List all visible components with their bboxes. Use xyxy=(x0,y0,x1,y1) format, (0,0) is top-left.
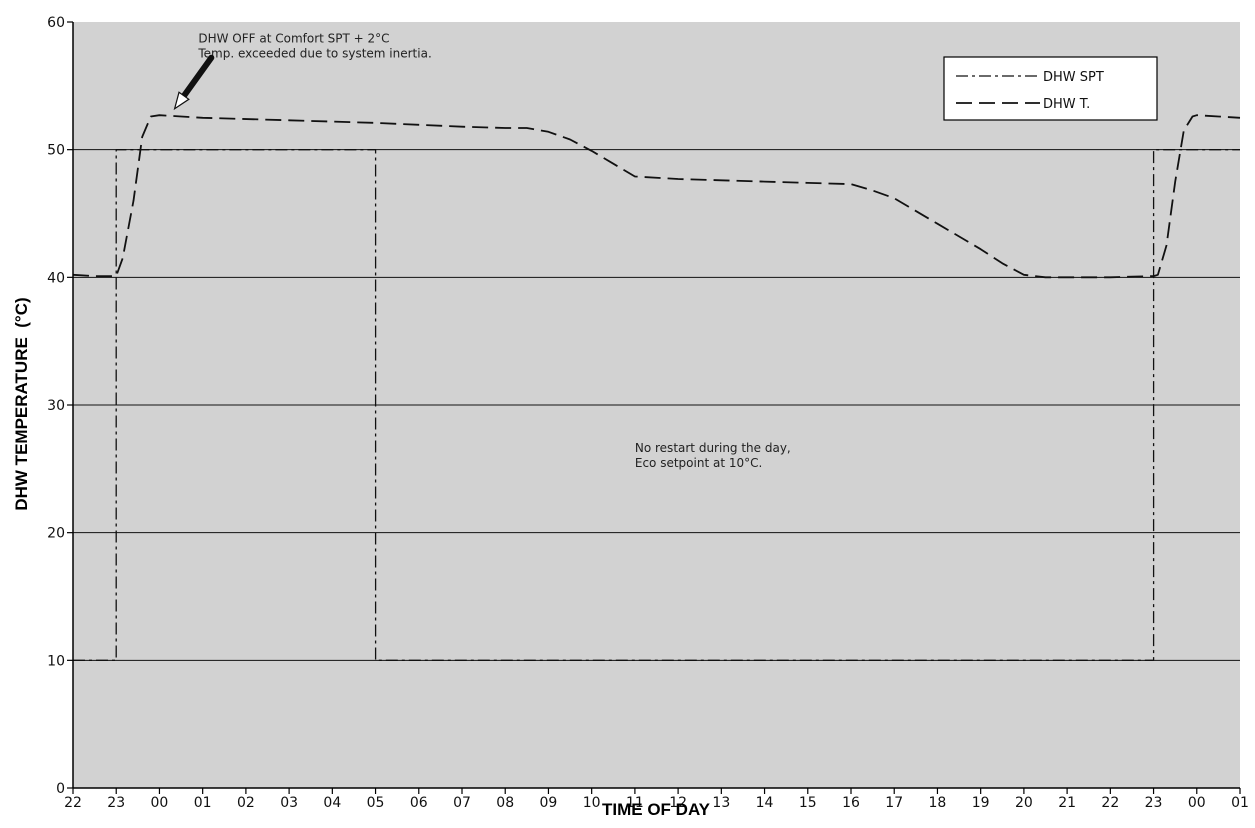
x-tick-label: 07 xyxy=(453,795,471,811)
x-tick-label: 01 xyxy=(194,795,212,811)
x-tick-label: 02 xyxy=(237,795,255,811)
legend-label-dhw-spt: DHW SPT xyxy=(1043,70,1104,85)
x-axis-title: TIME OF DAY xyxy=(602,800,711,819)
y-tick-label: 20 xyxy=(47,526,65,542)
x-tick-label: 11 xyxy=(626,795,644,811)
x-tick-label: 10 xyxy=(583,795,601,811)
x-tick-label: 00 xyxy=(1188,795,1206,811)
x-tick-labels: 22 23 00 01 02 03 04 05 06 07 08 09 10 11 12 13 14 15 16 17… xyxy=(64,788,1249,811)
series-group xyxy=(72,114,1241,661)
annotation-arrow-head xyxy=(173,91,190,111)
annotation-arrow-shaft xyxy=(180,54,215,99)
x-tick-label: 13 xyxy=(712,795,730,811)
y-tick-label: 40 xyxy=(47,270,65,286)
legend: DHW SPT DHW T. xyxy=(943,56,1158,121)
x-tick-label: 00 xyxy=(151,795,169,811)
legend-box xyxy=(943,56,1158,121)
annotation-text-1-0: No restart during the day, xyxy=(635,441,791,455)
x-tick-label: 22 xyxy=(1101,795,1119,811)
annotation-text-0-0: DHW OFF at Comfort SPT + 2°C xyxy=(198,31,389,45)
y-tick-label: 30 xyxy=(47,398,65,414)
x-tick-label: 15 xyxy=(799,795,817,811)
x-tick-label: 21 xyxy=(1058,795,1076,811)
series-line-dhw-t xyxy=(72,114,1241,279)
x-tick-label: 08 xyxy=(496,795,514,811)
x-tick-label: 20 xyxy=(1015,795,1033,811)
y-tick-label: 50 xyxy=(47,143,65,159)
x-tick-label: 22 xyxy=(64,795,82,811)
annotation-text-1-1: Eco setpoint at 10°C. xyxy=(635,456,762,470)
y-tick-labels: 0 10 20 30 40 50 60 xyxy=(47,15,73,797)
x-tick-label: 01 xyxy=(1231,795,1249,811)
legend-label-dhw-t: DHW T. xyxy=(1043,97,1090,112)
x-tick-label: 19 xyxy=(972,795,990,811)
series-line-dhw-spt xyxy=(73,149,1240,661)
x-tick-label: 16 xyxy=(842,795,860,811)
x-tick-label: 09 xyxy=(540,795,558,811)
x-tick-label: 05 xyxy=(367,795,385,811)
y-tick-label: 60 xyxy=(47,15,65,31)
x-tick-label: 12 xyxy=(669,795,687,811)
y-tick-label: 0 xyxy=(56,781,65,797)
x-tick-label: 04 xyxy=(323,795,341,811)
x-tick-label: 14 xyxy=(756,795,774,811)
x-tick-label: 17 xyxy=(885,795,903,811)
x-tick-label: 03 xyxy=(280,795,298,811)
x-tick-label: 06 xyxy=(410,795,428,811)
x-tick-label: 23 xyxy=(1145,795,1163,811)
annotation-text-0-1: Temp. exceeded due to system inertia. xyxy=(197,46,431,60)
x-tick-label: 23 xyxy=(107,795,125,811)
y-tick-label: 10 xyxy=(47,653,65,669)
gridlines xyxy=(73,149,1240,661)
y-axis-title: DHW TEMPERATURE (°C) xyxy=(12,297,31,510)
x-tick-label: 18 xyxy=(929,795,947,811)
